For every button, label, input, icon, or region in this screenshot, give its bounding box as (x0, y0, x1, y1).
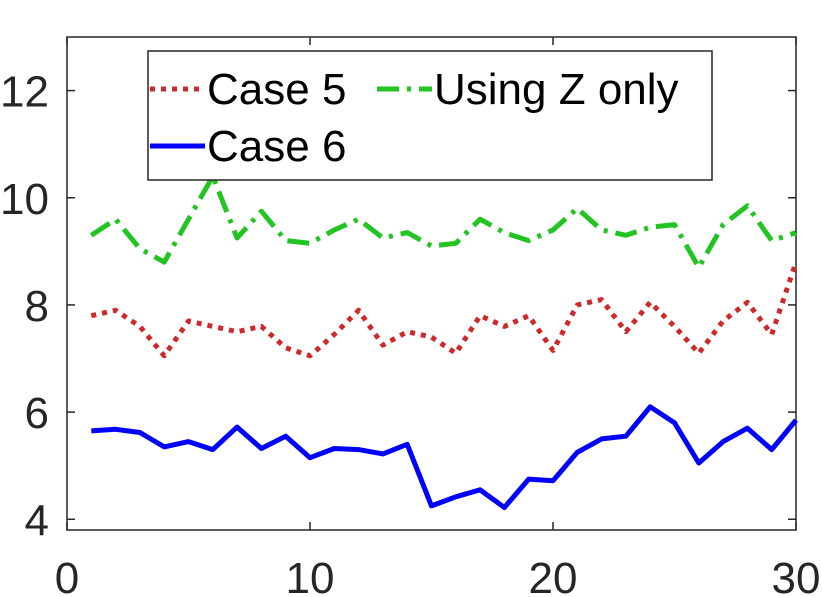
y-tick-label: 6 (25, 389, 49, 438)
legend-label: Case 6 (207, 122, 346, 171)
legend: Case 5 Using Z only Case 6 (147, 50, 713, 181)
y-tick-label: 10 (0, 175, 49, 224)
y-tick-label: 12 (0, 68, 49, 117)
x-tick-label: 30 (772, 554, 821, 597)
y-tick-label: 8 (25, 282, 49, 331)
x-tick-label: 0 (55, 554, 79, 597)
x-tick-label: 10 (286, 554, 335, 597)
y-tick-label: 4 (25, 496, 49, 545)
series-line-case-6 (91, 404, 798, 510)
series-line-case-5 (90, 261, 799, 359)
axes-box (66, 36, 797, 531)
legend-label: Case 5 (207, 65, 346, 114)
legend-label: Using Z only (434, 65, 679, 114)
legend-box (147, 50, 713, 181)
axes: 0 10 20 30 4 6 8 10 12 (0, 36, 821, 597)
series-line-using-z-only (89, 173, 797, 270)
series-lines (89, 173, 799, 510)
x-tick-label: 20 (529, 554, 578, 597)
